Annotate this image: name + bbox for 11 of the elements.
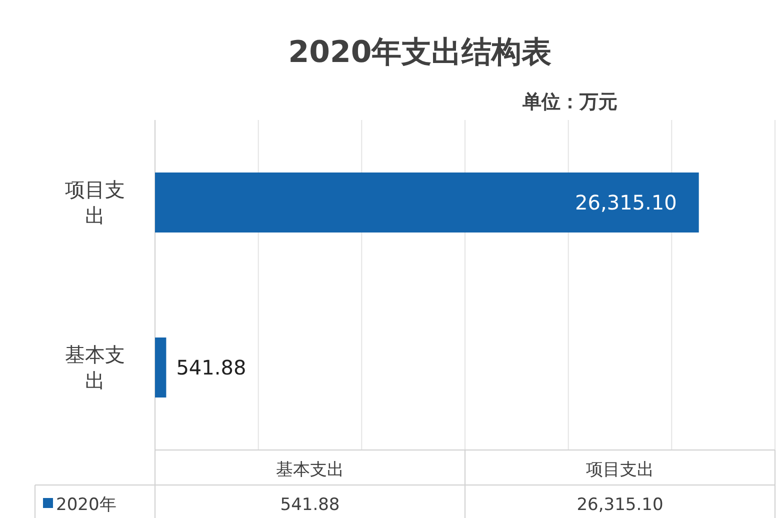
y-tick-label: 项目支 出 <box>65 178 125 228</box>
data-label: 541.88 <box>176 356 246 380</box>
y-tick-label: 基本支 出 <box>65 342 125 392</box>
text: 26,315.10 <box>576 495 664 515</box>
text: 541.88 <box>280 495 340 515</box>
category-label: 项目支出 <box>586 460 654 480</box>
legend-label: 2020年 <box>56 495 116 515</box>
data-label: 26,315.10 <box>575 190 677 214</box>
category-label: 基本支出 <box>276 460 344 480</box>
chart-title: 2020年支出结构表 <box>288 35 552 70</box>
text: 单位：万元 <box>522 91 618 113</box>
